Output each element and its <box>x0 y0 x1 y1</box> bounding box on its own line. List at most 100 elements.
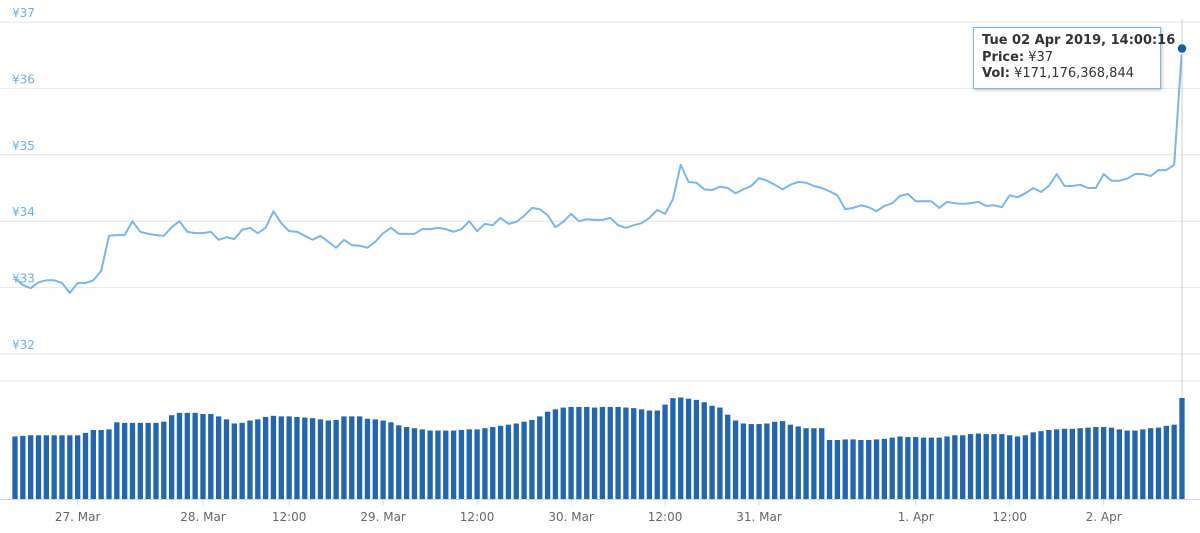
volume-bar <box>889 437 895 499</box>
volume-bar <box>317 419 324 499</box>
volume-bar <box>599 406 606 499</box>
volume-bar <box>356 416 363 499</box>
volume-bar <box>552 409 559 499</box>
volume-bar <box>270 415 277 499</box>
volume-bar <box>223 419 230 499</box>
y-tick-label: ¥34 <box>12 205 35 219</box>
y-tick-label: ¥33 <box>12 272 35 286</box>
volume-bar <box>176 412 183 499</box>
volume-bar <box>168 415 175 499</box>
volume-bar <box>1093 427 1099 499</box>
volume-bar <box>278 416 284 499</box>
volume-bar <box>74 435 81 499</box>
volume-bar <box>960 435 966 499</box>
volume-bar <box>764 423 770 499</box>
volume-bar <box>568 406 574 499</box>
volume-bar <box>693 399 700 499</box>
volume-bar <box>490 427 496 499</box>
volume-bar <box>1022 435 1029 499</box>
volume-bar <box>262 416 269 499</box>
volume-bar <box>779 421 786 499</box>
volume-bar <box>153 422 159 499</box>
volume-bar <box>842 439 848 499</box>
volume-bar <box>82 432 89 499</box>
volume-bar <box>591 407 598 499</box>
volume-bar <box>325 420 331 499</box>
volume-bar <box>513 423 519 499</box>
volume-bar <box>215 416 222 499</box>
volume-bar <box>803 428 809 499</box>
volume-bar <box>161 421 167 499</box>
tooltip-vol: Vol: ¥171,176,368,844 <box>982 66 1160 83</box>
volume-bar <box>1116 429 1123 499</box>
volume-bar <box>98 429 104 499</box>
volume-bar <box>137 422 143 499</box>
volume-bar <box>936 437 942 499</box>
volume-bar <box>106 429 112 499</box>
x-tick-label: 31. Mar <box>736 510 782 524</box>
volume-bar <box>67 435 73 499</box>
volume-bar <box>1061 428 1068 499</box>
volume-bar <box>1132 430 1138 499</box>
volume-bar <box>1124 430 1130 499</box>
volume-bar <box>529 419 535 499</box>
volume-bar <box>35 435 42 499</box>
volume-bar <box>482 428 488 499</box>
volume-bar <box>1077 428 1083 499</box>
tooltip: Tue 02 Apr 2019, 14:00:16 Price: ¥37 Vol… <box>973 27 1175 89</box>
volume-bar <box>654 410 660 499</box>
volume-bar <box>701 402 707 499</box>
volume-bar <box>646 410 653 499</box>
volume-bar <box>787 424 794 499</box>
volume-bar <box>380 420 386 499</box>
volume-bar <box>419 429 425 499</box>
volume-bar <box>858 440 864 499</box>
tooltip-date: Tue 02 Apr 2019, 14:00:16 <box>982 33 1175 50</box>
volume-bar <box>1101 427 1107 499</box>
volume-bar <box>662 404 668 499</box>
volume-bar <box>364 418 371 499</box>
volume-bar <box>967 434 974 499</box>
volume-bar <box>748 424 754 499</box>
y-tick-label: ¥37 <box>12 6 35 20</box>
tooltip-vol-value: ¥171,176,368,844 <box>1014 66 1134 81</box>
volume-bar <box>584 406 590 499</box>
volume-bar <box>607 406 613 499</box>
volume-bar <box>294 416 300 499</box>
volume-bar <box>184 412 190 499</box>
volume-bar <box>670 398 676 499</box>
volume-bar <box>90 429 96 499</box>
volume-bar <box>576 406 582 499</box>
hover-marker <box>1176 42 1188 55</box>
volume-bar <box>443 430 449 499</box>
y-tick-label: ¥36 <box>12 72 35 86</box>
tooltip-price-label: Price: <box>982 49 1025 65</box>
volume-bar <box>450 430 457 499</box>
x-tick-label: 12:00 <box>992 510 1027 524</box>
volume-bar <box>1069 428 1076 499</box>
volume-bar <box>638 409 645 499</box>
volume-bar <box>43 435 49 499</box>
volume-bar <box>1038 431 1044 499</box>
volume-bar <box>685 398 692 499</box>
volume-bar <box>866 440 872 499</box>
volume-bar <box>725 414 731 499</box>
volume-bar <box>372 419 378 499</box>
volume-bar <box>623 407 629 499</box>
volume-bar <box>521 421 527 499</box>
volume-bar <box>388 422 394 499</box>
volume-bar <box>466 429 472 499</box>
volume-bar <box>51 435 57 499</box>
volume-bar <box>474 429 480 499</box>
volume-bar <box>795 426 801 499</box>
volume-bar <box>1148 428 1154 499</box>
x-tick-label: 29. Mar <box>360 510 406 524</box>
volume-bar <box>59 435 65 499</box>
volume-bar <box>1054 429 1060 499</box>
volume-bar <box>709 405 715 499</box>
volume-bar <box>826 440 833 499</box>
volume-bar <box>255 419 261 499</box>
x-tick-label: 12:00 <box>272 510 307 524</box>
